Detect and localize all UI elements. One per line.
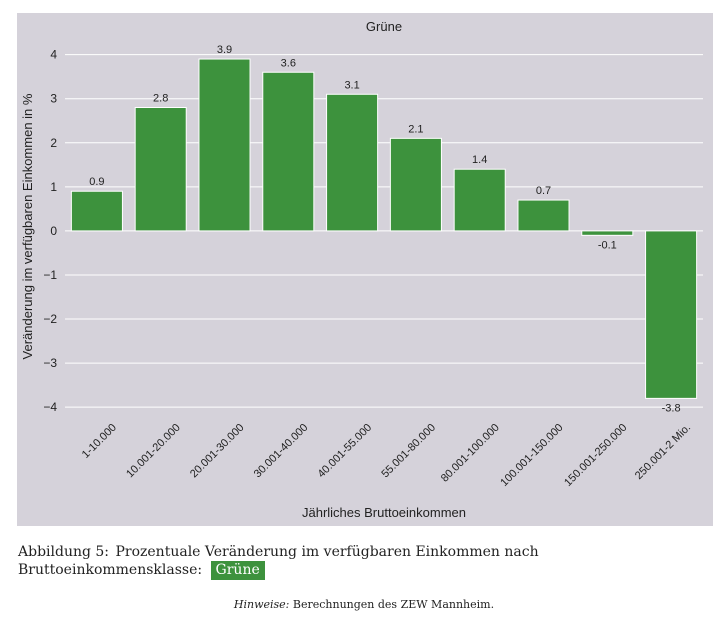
y-tick-label: 4 [50,48,57,62]
bar [134,107,187,232]
y-tick-label: 3 [50,92,57,106]
bar-layer [70,58,698,399]
data-label: -0.1 [598,239,617,251]
y-tick-label: −3 [43,356,57,370]
bar [70,190,123,232]
data-label: 1.4 [472,154,487,166]
bar [453,168,506,232]
note-text: Berechnungen des ZEW Mannheim. [292,598,495,611]
y-tick-label: −4 [43,400,57,414]
y-tick-layer: −4 −3 −2 −1 0 1 2 3 4 [43,48,57,415]
data-label: 2.8 [153,93,168,105]
grid-layer [65,54,703,408]
y-tick-label: 1 [50,180,57,194]
data-label: 2.1 [408,123,423,135]
note-label: Hinweise: [233,598,290,611]
data-label: 3.6 [281,57,296,69]
figure-note: Hinweise: Berechnungen des ZEW Mannheim. [0,598,728,611]
data-label: 3.1 [344,79,359,91]
bar [326,93,379,232]
caption-text: Prozentuale Veränderung im verfügbaren E… [18,544,539,578]
chart-title: Grüne [366,19,402,34]
data-label: 3.9 [217,44,232,56]
x-axis-label: Jährliches Bruttoeinkommen [302,505,466,520]
y-tick-label: −1 [43,268,57,282]
y-tick-label: 0 [50,224,57,238]
chart-figure: Grüne 0.9 2.8 3.9 3.6 3.1 2.1 1.4 0.7 -0.1 -3.8 −… [17,13,713,526]
y-axis-label: Veränderung im verfügbaren Einkommen in … [20,93,35,359]
bar [645,230,698,399]
party-tag: Grüne [210,561,265,580]
bar [517,199,570,232]
bar [198,58,251,232]
bar [389,137,442,232]
caption-label: Abbildung 5: [18,544,110,560]
y-tick-label: 2 [50,136,57,150]
data-label: 0.7 [536,185,551,197]
figure-caption: Abbildung 5: Prozentuale Veränderung im … [18,543,718,580]
bar [262,71,315,232]
data-label: 0.9 [89,176,104,188]
bar-chart: Grüne 0.9 2.8 3.9 3.6 3.1 2.1 1.4 0.7 -0.1 -3.8 −… [17,13,713,526]
data-label: -3.8 [662,402,681,414]
data-label-layer: 0.9 2.8 3.9 3.6 3.1 2.1 1.4 0.7 -0.1 -3.8 [89,44,680,414]
y-tick-label: −2 [43,312,57,326]
bar [581,230,634,236]
